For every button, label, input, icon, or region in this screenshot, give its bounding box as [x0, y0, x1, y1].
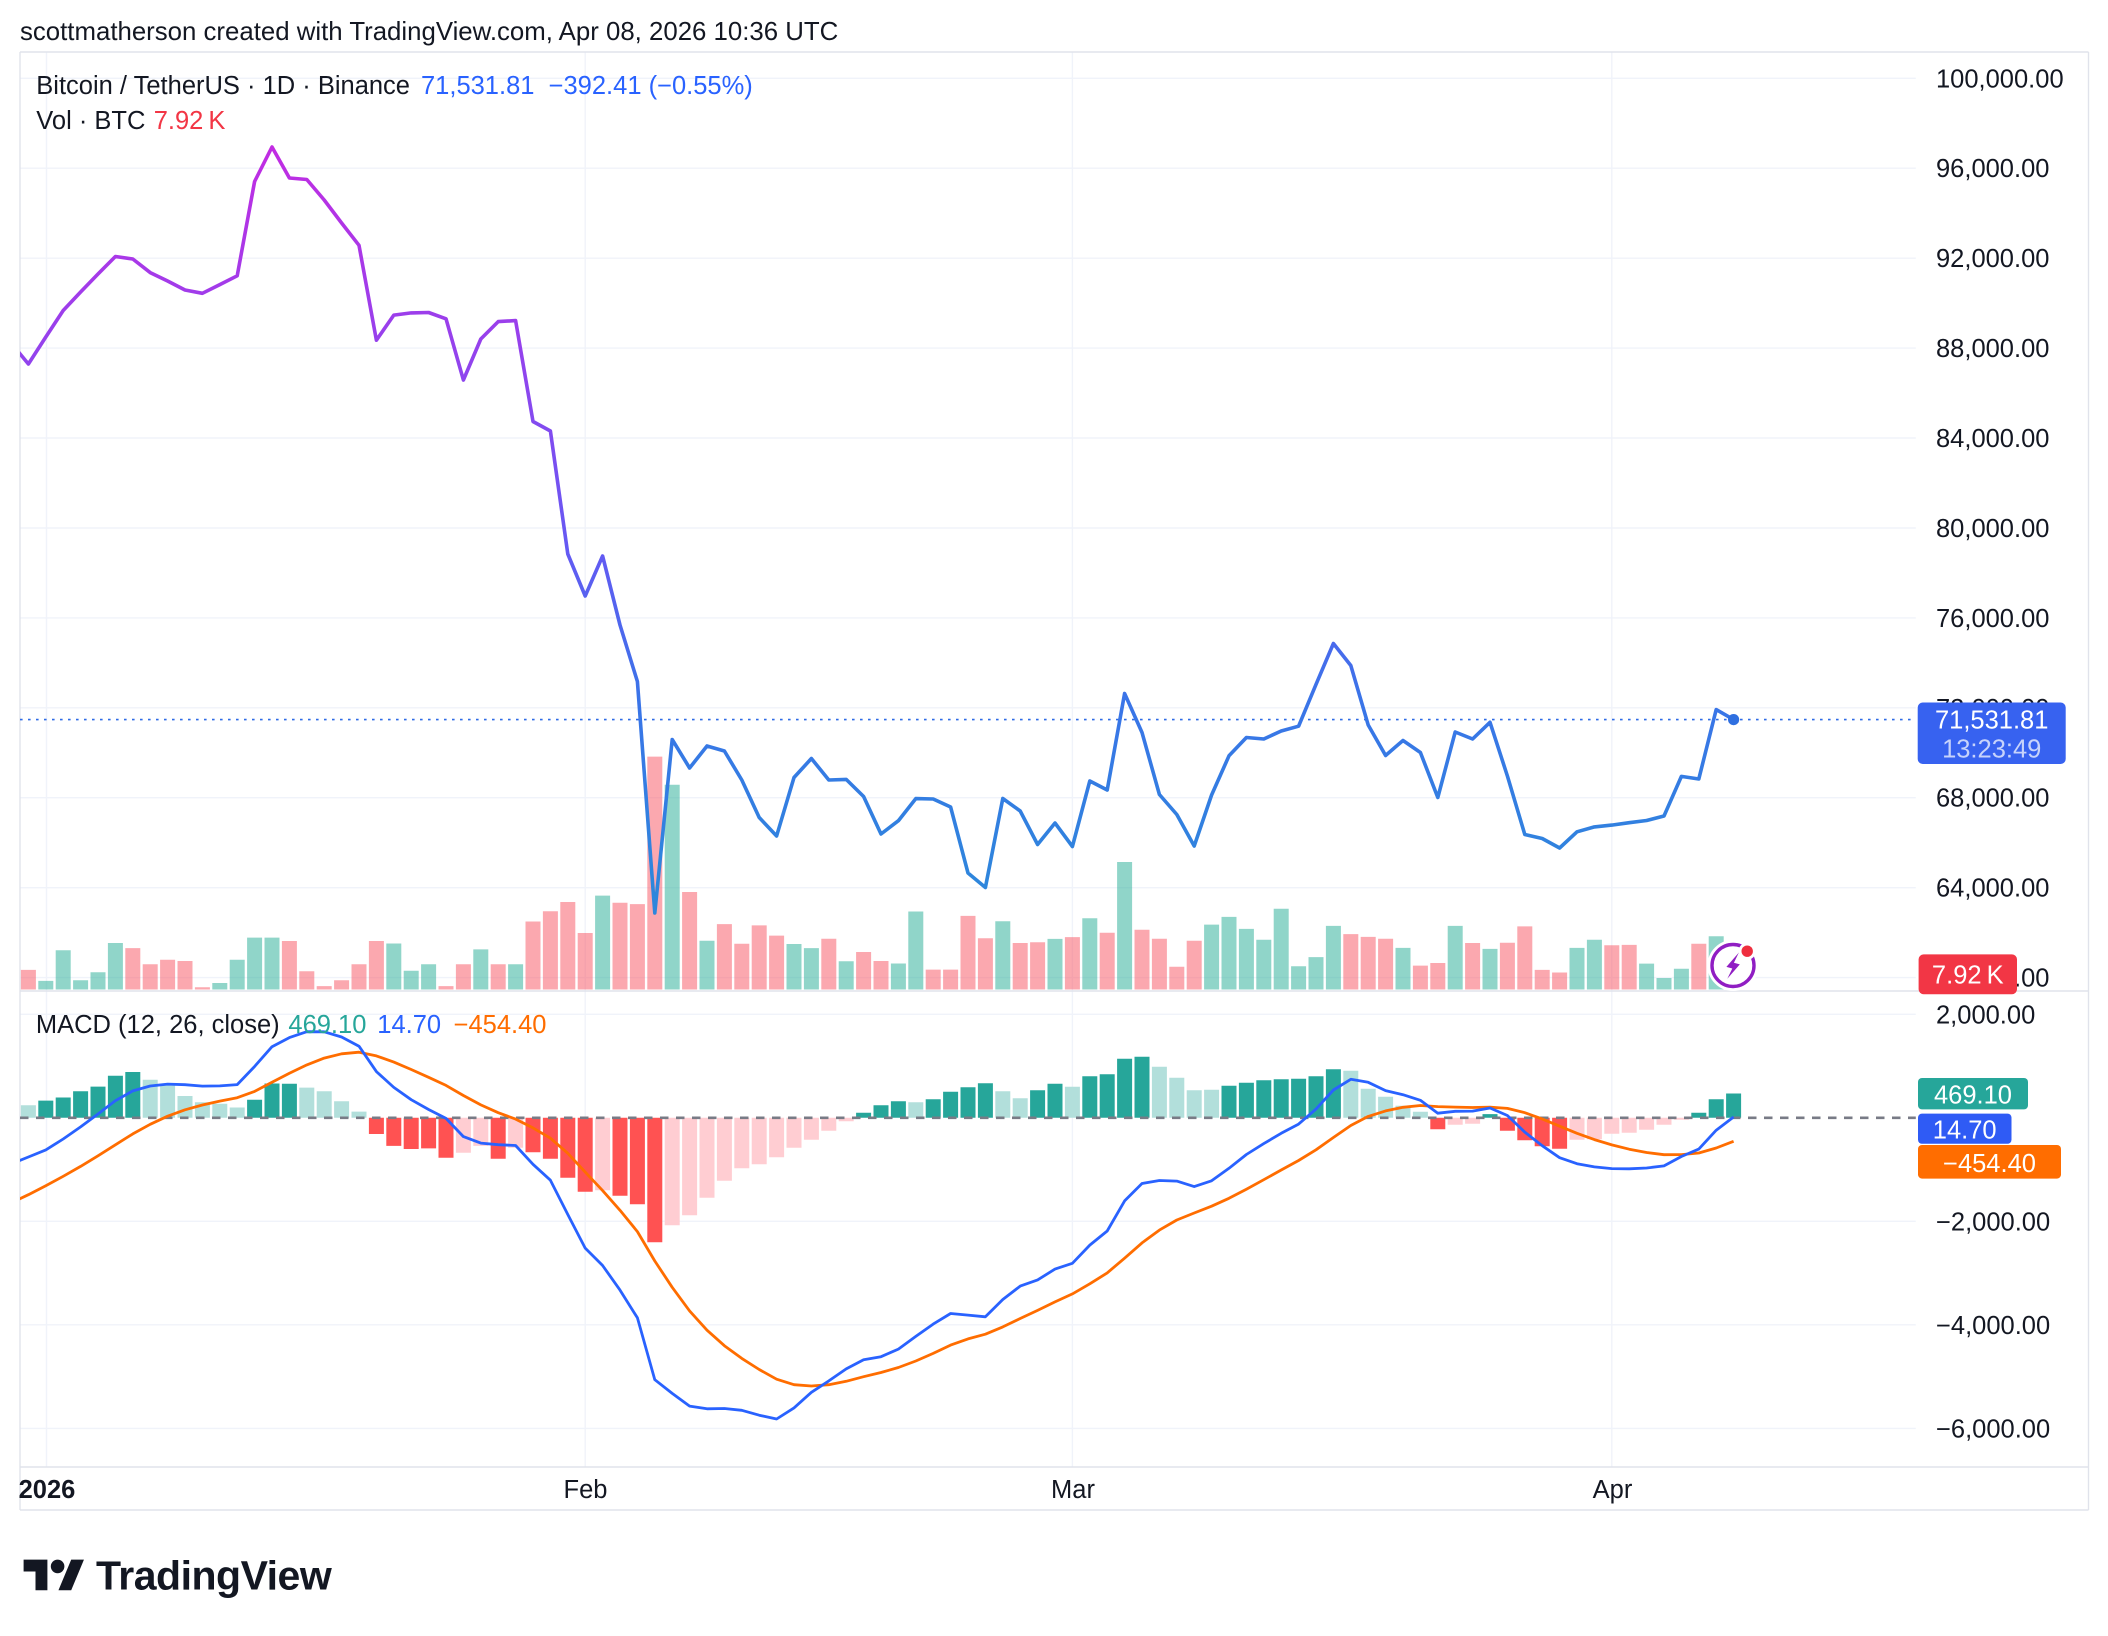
- svg-text:469.10: 469.10: [288, 1011, 366, 1039]
- svg-text:Feb: Feb: [564, 1476, 608, 1504]
- svg-text:−2,000.00: −2,000.00: [1936, 1208, 2050, 1236]
- svg-text:68,000.00: 68,000.00: [1936, 785, 2049, 813]
- svg-text:100,000.00: 100,000.00: [1936, 65, 2064, 93]
- svg-text:−6,000.00: −6,000.00: [1936, 1415, 2050, 1443]
- svg-text:−454.40: −454.40: [454, 1011, 547, 1039]
- svg-text:−4,000.00: −4,000.00: [1936, 1312, 2050, 1340]
- svg-text:84,000.00: 84,000.00: [1936, 425, 2049, 453]
- svg-text:71,531.81: 71,531.81: [1935, 706, 2048, 734]
- svg-text:2026: 2026: [19, 1476, 76, 1504]
- svg-text:Apr: Apr: [1593, 1476, 1633, 1504]
- svg-text:14.70: 14.70: [377, 1011, 441, 1039]
- svg-text:96,000.00: 96,000.00: [1936, 155, 2049, 183]
- svg-text:7.92 K: 7.92 K: [1932, 962, 2004, 990]
- svg-text:92,000.00: 92,000.00: [1936, 245, 2049, 273]
- svg-text:Vol · BTC: Vol · BTC: [36, 107, 145, 135]
- svg-text:Mar: Mar: [1051, 1476, 1095, 1504]
- svg-text:14.70: 14.70: [1933, 1117, 1997, 1145]
- svg-text:TradingView: TradingView: [96, 1553, 332, 1599]
- svg-text:MACD (12, 26, close): MACD (12, 26, close): [36, 1011, 280, 1039]
- svg-text:469.10: 469.10: [1934, 1082, 2012, 1110]
- svg-text:−454.40: −454.40: [1943, 1150, 2036, 1178]
- svg-text:88,000.00: 88,000.00: [1936, 335, 2049, 363]
- svg-text:71,531.81 −392.41 (−0.55%): 71,531.81 −392.41 (−0.55%): [421, 72, 753, 100]
- svg-text:scottmatherson created with Tr: scottmatherson created with TradingView.…: [20, 18, 838, 46]
- svg-text:7.92 K: 7.92 K: [154, 107, 226, 135]
- svg-text:13:23:49: 13:23:49: [1942, 735, 2041, 763]
- svg-text:76,000.00: 76,000.00: [1936, 605, 2049, 633]
- svg-text:Bitcoin / TetherUS · 1D · Bina: Bitcoin / TetherUS · 1D · Binance: [36, 72, 410, 100]
- svg-text:64,000.00: 64,000.00: [1936, 875, 2049, 903]
- svg-text:80,000.00: 80,000.00: [1936, 515, 2049, 543]
- svg-text:2,000.00: 2,000.00: [1936, 1001, 2035, 1029]
